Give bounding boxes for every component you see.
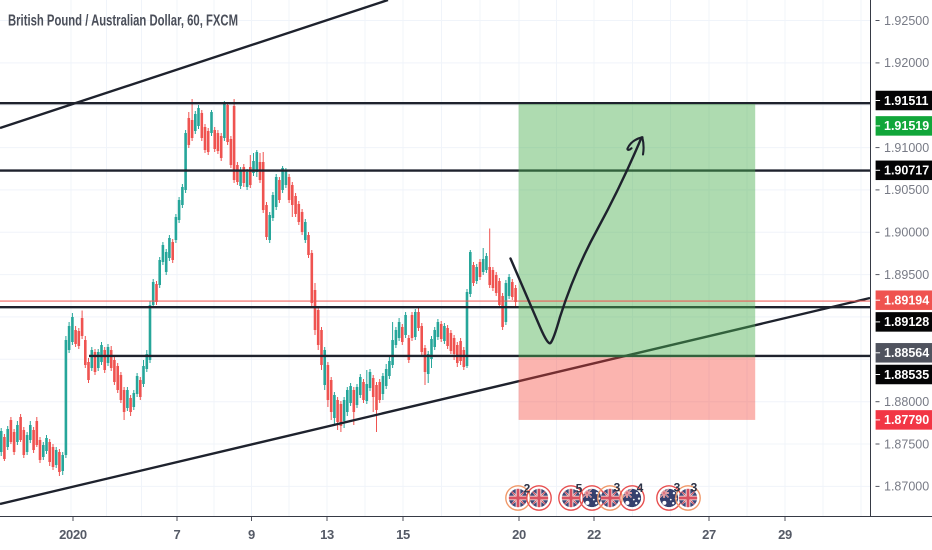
svg-text:1.87000: 1.87000 [884,480,929,494]
svg-text:15: 15 [396,527,410,542]
svg-text:9: 9 [248,527,255,542]
svg-text:27: 27 [702,527,716,542]
svg-text:1.87790: 1.87790 [884,413,929,427]
svg-text:1.90000: 1.90000 [884,226,929,240]
svg-text:20: 20 [512,527,526,542]
svg-text:1.92500: 1.92500 [884,14,929,28]
svg-text:2: 2 [524,482,531,496]
svg-text:1.89128: 1.89128 [884,315,929,329]
svg-text:4: 4 [637,481,644,495]
svg-text:1.88564: 1.88564 [884,346,929,360]
svg-text:1.91511: 1.91511 [884,94,929,108]
svg-text:1.90500: 1.90500 [884,183,929,197]
svg-text:1.89500: 1.89500 [884,268,929,282]
svg-text:1.91000: 1.91000 [884,141,929,155]
svg-text:7: 7 [174,527,181,542]
svg-text:1.88535: 1.88535 [884,368,929,382]
svg-text:22: 22 [587,527,601,542]
svg-text:5: 5 [576,482,583,496]
svg-text:3: 3 [674,481,681,495]
svg-text:1.92000: 1.92000 [884,56,929,70]
svg-text:29: 29 [778,527,792,542]
svg-text:1.91519: 1.91519 [884,119,929,133]
svg-text:2020: 2020 [59,527,87,542]
svg-text:13: 13 [320,527,334,542]
svg-text:1.87500: 1.87500 [884,437,929,451]
svg-text:3: 3 [614,481,621,495]
svg-text:British Pound / Australian Dol: British Pound / Australian Dollar, 60, F… [8,13,238,30]
svg-text:3: 3 [691,481,698,495]
svg-text:1.90717: 1.90717 [884,164,929,178]
svg-text:1.88000: 1.88000 [884,395,929,409]
svg-text:1.89194: 1.89194 [884,294,929,308]
